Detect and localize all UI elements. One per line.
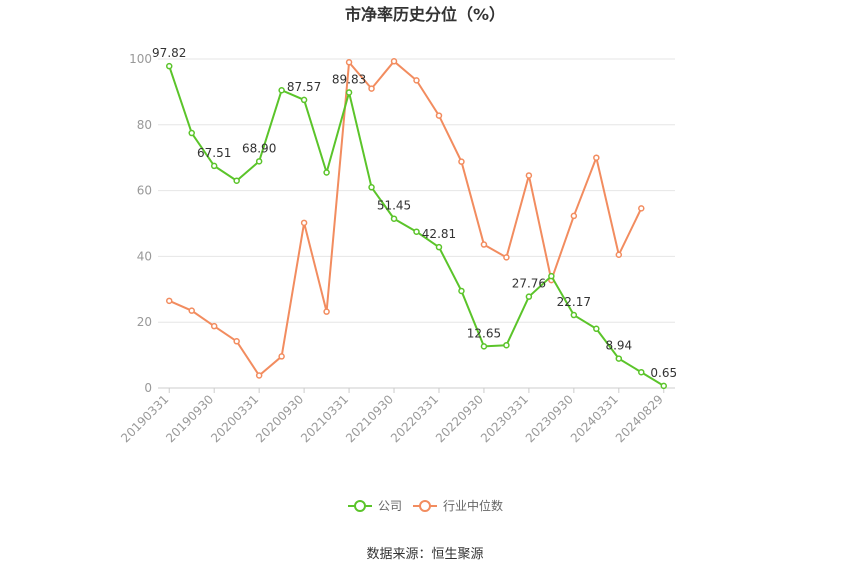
series-line — [168, 59, 643, 377]
data-point[interactable] — [413, 77, 420, 84]
data-point[interactable] — [278, 353, 285, 360]
data-point[interactable] — [323, 169, 330, 176]
legend: 公司 行业中位数 — [348, 498, 503, 513]
data-point[interactable] — [413, 228, 420, 235]
data-point[interactable] — [368, 184, 375, 191]
x-tick-label: 20190331 — [118, 392, 171, 445]
x-tick-label: 20210331 — [298, 392, 351, 445]
chart-title: 市净率历史分位（%） — [345, 5, 505, 24]
x-tick-label: 20240829 — [613, 392, 666, 445]
data-labels: 97.82 67.51 68.90 87.57 89.83 51.45 42.81 12.65… — [152, 46, 677, 380]
x-tick-label: 20190930 — [163, 392, 216, 445]
series-line — [168, 65, 665, 387]
legend-marker-industry — [419, 500, 431, 512]
data-label: 97.82 — [152, 46, 186, 60]
x-tick-label: 20220930 — [433, 392, 486, 445]
legend-marker-company — [354, 500, 366, 512]
data-label: 8.94 — [605, 339, 632, 353]
data-point[interactable] — [503, 254, 510, 261]
data-point[interactable] — [300, 219, 308, 227]
data-label: 67.51 — [197, 146, 231, 160]
data-label: 68.90 — [242, 141, 276, 155]
data-point[interactable] — [390, 215, 398, 222]
data-point[interactable] — [458, 158, 465, 165]
data-label: 89.83 — [332, 72, 366, 86]
data-point[interactable] — [615, 355, 623, 362]
grid — [158, 58, 675, 323]
data-point[interactable] — [525, 172, 533, 179]
x-tick-label: 20230331 — [478, 392, 531, 445]
data-point[interactable] — [188, 129, 195, 137]
data-point[interactable] — [345, 59, 353, 66]
y-tick-label: 20 — [137, 315, 152, 329]
data-point[interactable] — [210, 322, 218, 330]
data-point[interactable] — [548, 272, 555, 280]
x-tick-label: 20200331 — [208, 392, 261, 445]
x-tick-label: 20210930 — [343, 392, 396, 445]
data-point[interactable] — [188, 307, 195, 314]
data-point[interactable] — [233, 177, 240, 184]
data-point[interactable] — [570, 212, 578, 220]
data-point[interactable] — [458, 287, 465, 295]
data-point[interactable] — [638, 368, 645, 376]
data-point[interactable] — [480, 241, 488, 248]
data-label: 27.76 — [512, 277, 546, 291]
data-point[interactable] — [323, 308, 330, 315]
data-label: 51.45 — [377, 199, 411, 213]
data-point[interactable] — [525, 293, 533, 300]
data-label: 12.65 — [467, 326, 501, 340]
series-company — [165, 62, 668, 390]
series-industry — [165, 58, 645, 379]
x-tick-label: 20240331 — [568, 392, 621, 445]
data-point[interactable] — [435, 243, 443, 251]
legend-item-industry[interactable]: 行业中位数 — [413, 498, 503, 513]
data-label: 0.65 — [650, 366, 677, 380]
x-tick-label: 20200930 — [253, 392, 306, 445]
data-point[interactable] — [255, 158, 263, 165]
y-tick-label: 100 — [129, 52, 152, 66]
data-point[interactable] — [255, 372, 263, 379]
data-label: 22.17 — [557, 295, 591, 309]
data-point[interactable] — [368, 85, 375, 92]
legend-label-company: 公司 — [378, 499, 402, 513]
source-note: 数据来源：恒生聚源 — [366, 547, 483, 562]
x-tick-label: 20230930 — [523, 392, 576, 445]
data-point[interactable] — [503, 341, 510, 349]
x-tick-label: 20220331 — [388, 392, 441, 445]
data-point[interactable] — [570, 311, 578, 319]
series-layer — [165, 58, 668, 390]
data-label: 42.81 — [422, 227, 456, 241]
y-tick-label: 60 — [137, 184, 152, 198]
legend-label-industry: 行业中位数 — [443, 498, 503, 513]
data-point[interactable] — [480, 343, 488, 350]
data-point[interactable] — [165, 297, 173, 305]
data-point[interactable] — [210, 162, 218, 170]
data-point[interactable] — [638, 205, 645, 212]
data-point[interactable] — [233, 338, 240, 345]
data-label: 87.57 — [287, 80, 321, 94]
data-point[interactable] — [593, 325, 600, 333]
y-tick-label: 40 — [137, 249, 152, 263]
axes: 0 20 40 60 80 100 2019033120190930202003312020… — [118, 52, 675, 445]
data-point[interactable] — [615, 251, 623, 259]
data-point[interactable] — [593, 154, 600, 161]
data-point[interactable] — [390, 58, 398, 65]
data-point[interactable] — [660, 382, 668, 390]
legend-item-company[interactable]: 公司 — [348, 499, 402, 513]
data-point[interactable] — [278, 87, 285, 94]
data-point[interactable] — [435, 112, 443, 119]
data-point[interactable] — [300, 96, 308, 104]
data-point[interactable] — [345, 89, 353, 96]
y-tick-label: 80 — [137, 118, 152, 132]
data-point[interactable] — [165, 62, 173, 70]
y-tick-label: 0 — [144, 381, 152, 395]
